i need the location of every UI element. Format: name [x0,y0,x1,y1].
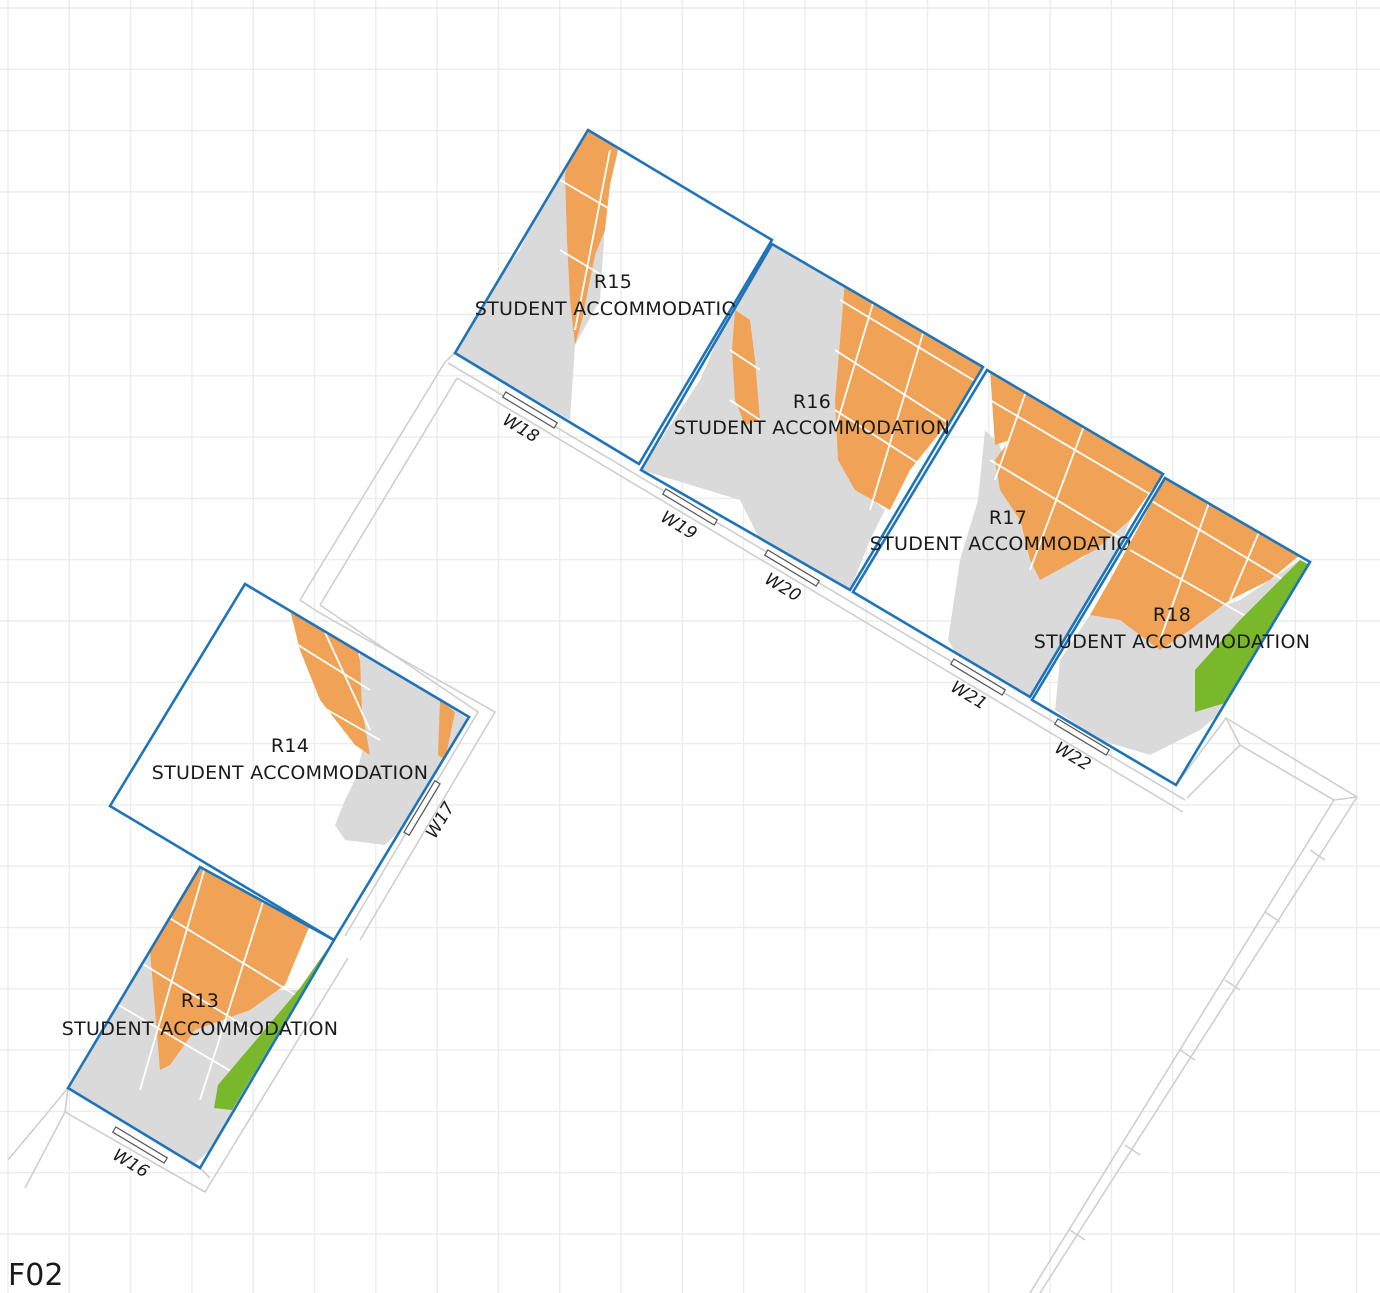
r16-hatch [729,279,983,511]
r17-use: STUDENT ACCOMMODATION [870,533,1146,555]
r16-outline [639,242,985,592]
floor-label: F02 [8,1258,63,1293]
r15-use: STUDENT ACCOMMODATION [475,298,751,320]
r16-use: STUDENT ACCOMMODATION [674,417,950,439]
r13-id: R13 [181,990,219,1012]
room-r13[interactable]: R13 STUDENT ACCOMMODATION [60,850,338,1170]
r15-id: R15 [594,271,632,293]
r18-id: R18 [1153,604,1191,626]
r17-hatch [989,379,1161,571]
r14-id: R14 [271,735,309,757]
room-r14[interactable]: R14 STUDENT ACCOMMODATION [108,582,471,942]
r18-use: STUDENT ACCOMMODATION [1034,631,1310,653]
r15-outline [453,128,774,466]
r13-outline [66,865,336,1170]
r14-outline [108,582,471,942]
r14-use: STUDENT ACCOMMODATION [152,762,428,784]
r15-hatch [559,149,621,331]
room-r16[interactable]: R16 STUDENT ACCOMMODATION [639,240,990,592]
r13-use: STUDENT ACCOMMODATION [62,1018,338,1040]
r16-id: R16 [793,391,831,413]
room-r15[interactable]: R15 STUDENT ACCOMMODATION [453,125,774,466]
room-r18[interactable]: R18 STUDENT ACCOMMODATION [1030,476,1312,787]
r17-outline [851,368,1165,699]
r18-outline [1030,476,1312,787]
r17-id: R17 [989,507,1027,529]
window-w16[interactable]: W16 [109,1126,169,1182]
room-r17[interactable]: R17 STUDENT ACCOMMODATION [851,368,1165,699]
